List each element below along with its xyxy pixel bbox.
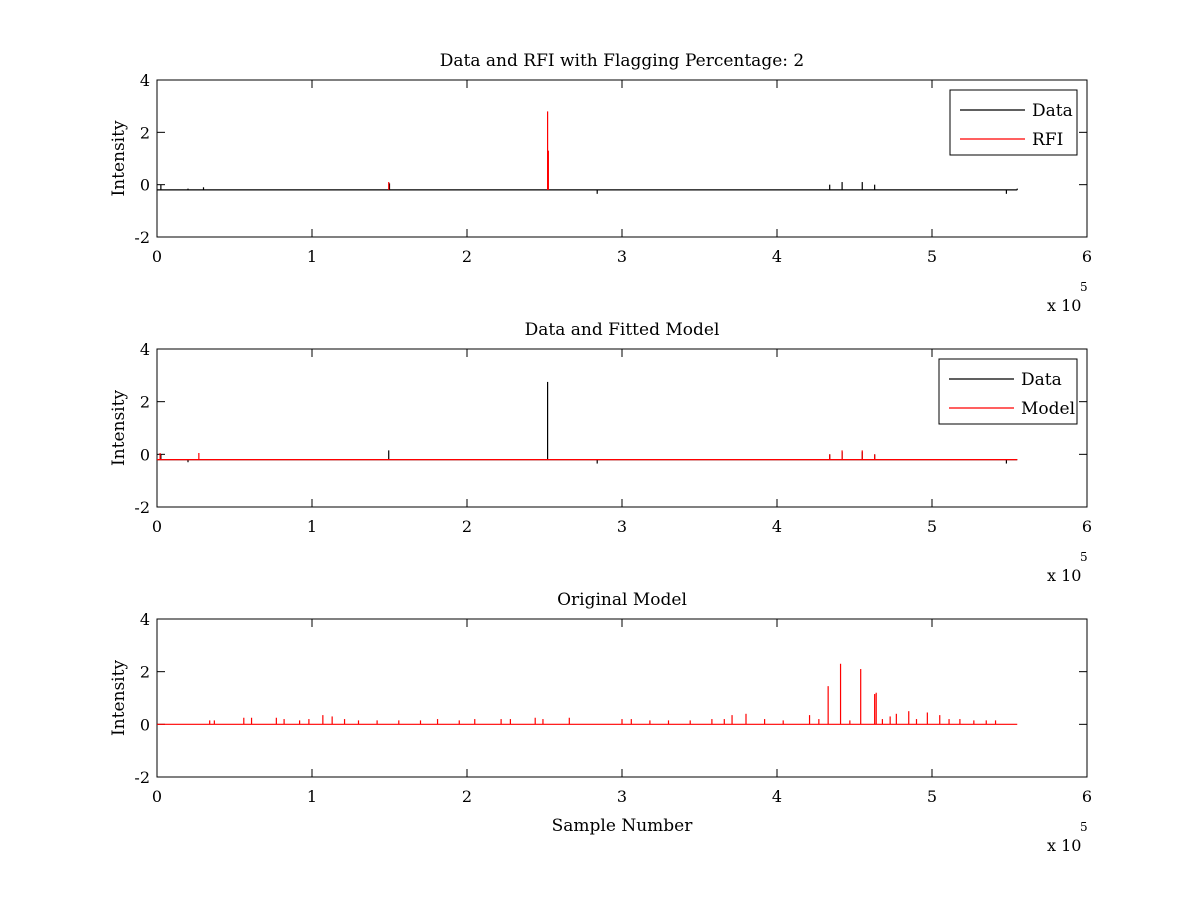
y-axis-label: Intensity [109, 120, 129, 196]
series-data [157, 381, 1018, 464]
x-tick-label: 1 [307, 787, 317, 806]
y-axis-label: Intensity [109, 390, 129, 466]
y-tick-label: 0 [140, 715, 150, 734]
x-tick-label: 3 [617, 787, 627, 806]
y-tick-label: 4 [140, 340, 150, 359]
y-tick-label: 0 [140, 445, 150, 464]
x-tick-label: 4 [772, 787, 782, 806]
x-exponent-power: 5 [1080, 280, 1088, 294]
x-axis-label: Sample Number [552, 816, 694, 836]
y-tick-label: -2 [134, 228, 150, 247]
x-exponent-label: x 10 [1047, 296, 1081, 315]
legend: Data RFI [949, 89, 1078, 156]
legend-label: Model [1021, 399, 1075, 419]
x-exponent-power: 5 [1080, 820, 1088, 834]
x-tick-label: 1 [307, 247, 317, 266]
y-tick-label: -2 [134, 768, 150, 787]
x-exponent-power: 5 [1080, 550, 1088, 564]
y-axis-label: Intensity [109, 660, 129, 736]
legend-label: Data [1021, 370, 1062, 390]
x-tick-label: 2 [462, 247, 472, 266]
x-tick-label: 5 [927, 517, 937, 536]
x-tick-label: 2 [462, 517, 472, 536]
y-tick-label: 2 [140, 393, 150, 412]
x-tick-label: 1 [307, 517, 317, 536]
x-tick-label: 6 [1082, 247, 1092, 266]
x-tick-label: 0 [152, 517, 162, 536]
series-data [157, 182, 1018, 194]
x-tick-label: 0 [152, 787, 162, 806]
y-tick-label: 0 [140, 176, 150, 195]
axes-frame [156, 79, 1088, 238]
chart-title: Original Model [557, 590, 687, 610]
x-tick-label: 4 [772, 517, 782, 536]
y-tick-label: -2 [134, 498, 150, 517]
chart-title: Data and Fitted Model [525, 320, 720, 340]
y-tick-label: 2 [140, 123, 150, 142]
x-tick-label: 4 [772, 247, 782, 266]
series-model [157, 663, 1018, 725]
x-tick-label: 6 [1082, 517, 1092, 536]
legend-label: RFI [1032, 130, 1063, 150]
x-tick-label: 3 [617, 247, 627, 266]
x-tick-label: 0 [152, 247, 162, 266]
axes-frame [156, 618, 1088, 778]
legend: Data Model [938, 358, 1078, 425]
x-exponent-label: x 10 [1047, 836, 1081, 855]
y-tick-label: 2 [140, 663, 150, 682]
legend-label: Data [1032, 101, 1073, 121]
x-tick-label: 6 [1082, 787, 1092, 806]
chart-title: Data and RFI with Flagging Percentage: 2 [440, 51, 804, 71]
y-tick-label: 4 [140, 71, 150, 90]
series-model [157, 450, 1018, 461]
y-tick-label: 4 [140, 610, 150, 629]
series-rfi [388, 111, 549, 190]
x-tick-label: 3 [617, 517, 627, 536]
legend-box [938, 358, 1078, 425]
x-exponent-label: x 10 [1047, 566, 1081, 585]
x-tick-label: 5 [927, 247, 937, 266]
x-tick-label: 5 [927, 787, 937, 806]
legend-box [949, 89, 1078, 156]
x-tick-label: 2 [462, 787, 472, 806]
